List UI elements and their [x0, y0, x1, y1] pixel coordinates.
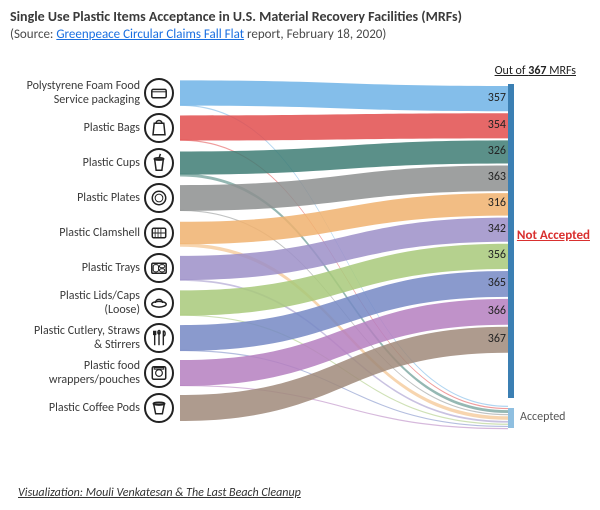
- na-value: 356: [482, 248, 506, 262]
- visualization-credit: Visualization: Mouli Venkatesan & The La…: [18, 486, 301, 500]
- pod-icon: [144, 393, 174, 423]
- na-value: 366: [482, 304, 506, 318]
- out-of-suffix: MRFs: [547, 64, 577, 78]
- out-of-prefix: Out of: [495, 64, 529, 78]
- page-subtitle: (Source: Greenpeace Circular Claims Fall…: [10, 27, 590, 42]
- subtitle-prefix: (Source:: [10, 27, 56, 42]
- page-title: Single Use Plastic Items Acceptance in U…: [10, 8, 590, 25]
- row-label: Plastic Lids/Caps(Loose): [14, 289, 140, 317]
- plate-icon: [144, 183, 174, 213]
- out-of-value: 367: [528, 64, 546, 78]
- source-link[interactable]: Greenpeace Circular Claims Fall Flat: [56, 27, 244, 42]
- na-value: 363: [482, 170, 506, 184]
- row-label: Plastic Cups: [14, 156, 140, 170]
- accepted-label: Accepted: [520, 410, 565, 424]
- not-accepted-label: Not Accepted: [517, 228, 590, 243]
- row-label: Plastic foodwrappers/pouches: [14, 359, 140, 387]
- row-label: Plastic Bags: [14, 121, 140, 135]
- na-value: 342: [482, 222, 506, 236]
- na-value: 357: [482, 91, 506, 105]
- sankey-chart: Out of 367 MRFs Not Accepted Accepted Po…: [10, 48, 590, 478]
- na-value: 367: [482, 332, 506, 346]
- na-value: 365: [482, 276, 506, 290]
- na-value: 326: [482, 144, 506, 158]
- cutlery-icon: [144, 323, 174, 353]
- row-label: Plastic Coffee Pods: [14, 401, 140, 415]
- box-icon: [144, 78, 174, 108]
- out-of-label: Out of 367 MRFs: [495, 64, 576, 78]
- row-label: Polystyrene Foam FoodService packaging: [14, 79, 140, 107]
- row-label: Plastic Clamshell: [14, 226, 140, 240]
- wrapper-icon: [144, 358, 174, 388]
- na-value: 316: [482, 196, 506, 210]
- na-value: 354: [482, 118, 506, 132]
- row-label: Plastic Plates: [14, 191, 140, 205]
- row-label: Plastic Cutlery, Straws& Stirrers: [14, 324, 140, 352]
- bag-icon: [144, 113, 174, 143]
- subtitle-suffix: report, February 18, 2020): [244, 27, 386, 42]
- lid-icon: [144, 288, 174, 318]
- row-label: Plastic Trays: [14, 261, 140, 275]
- tray-icon: [144, 253, 174, 283]
- cup-icon: [144, 148, 174, 178]
- page-root: Single Use Plastic Items Acceptance in U…: [0, 0, 600, 510]
- clam-icon: [144, 218, 174, 248]
